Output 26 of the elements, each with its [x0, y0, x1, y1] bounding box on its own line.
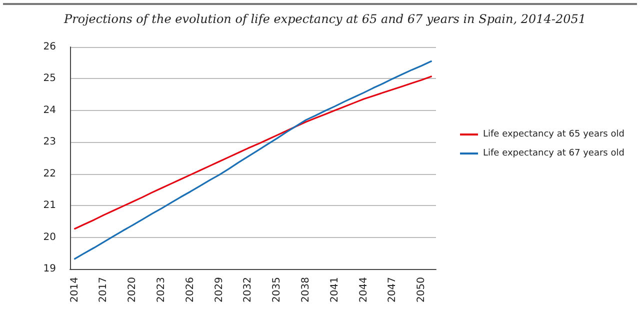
x-tick-label: 2020: [127, 277, 138, 302]
x-tick-label: 2047: [387, 277, 398, 302]
line-series: [74, 60, 432, 260]
y-tick-label: 25: [43, 73, 56, 84]
line-series: [74, 76, 432, 230]
x-tick-label: 2017: [98, 277, 110, 302]
x-tick-label: 2029: [214, 277, 225, 302]
y-tick-label: 26: [43, 42, 56, 52]
y-tick-label: 23: [43, 136, 56, 148]
y-tick-label: 21: [43, 200, 56, 212]
chart-title: Projections of the evolution of life expectancy at 65 and 67 years in Spain, 2014-2051: [63, 12, 586, 26]
x-tick-label: 2026: [184, 277, 196, 302]
x-tick-label: 2050: [416, 277, 428, 302]
x-tick-label: 2032: [242, 277, 254, 302]
x-tick-label: 2038: [300, 277, 312, 302]
y-tick-label: 19: [43, 264, 56, 274]
legend-label: Life expectancy at 65 years old: [483, 130, 624, 140]
x-tick-label: 2014: [69, 277, 80, 302]
x-tick-label: 2035: [272, 277, 283, 302]
y-tick-label: 22: [43, 168, 56, 180]
x-tick-label: 2023: [156, 277, 167, 302]
x-tick-label: 2041: [329, 277, 340, 302]
y-tick-label: 20: [43, 232, 56, 243]
legend-label: Life expectancy at 67 years old: [483, 148, 624, 158]
y-tick-label: 24: [43, 104, 56, 116]
x-tick-label: 2044: [358, 277, 370, 302]
